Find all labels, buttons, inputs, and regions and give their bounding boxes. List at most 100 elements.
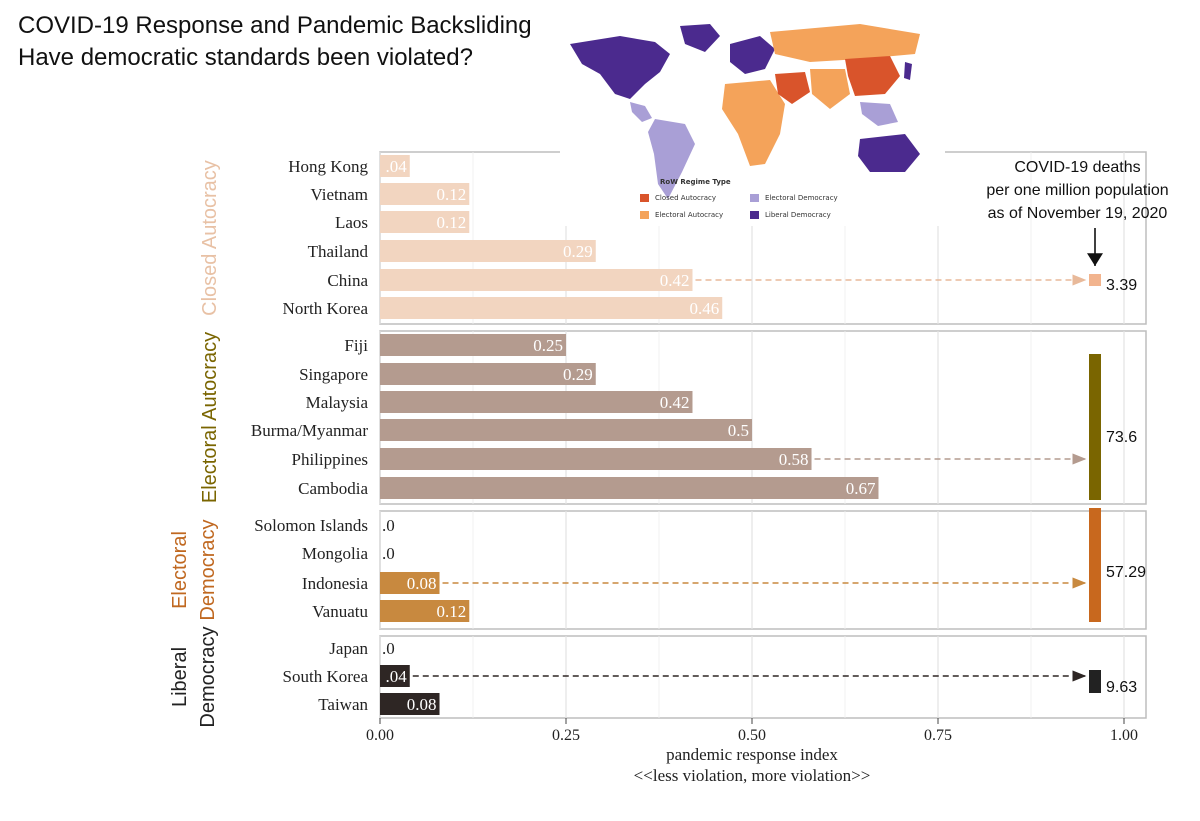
bar-value-label: 0.08 — [407, 695, 437, 714]
bar — [380, 269, 693, 291]
bar — [380, 363, 596, 385]
bar-value-label: 0.08 — [407, 574, 437, 593]
deaths-annotation-line: per one million population — [986, 182, 1169, 199]
liberal-democracy-swatch — [750, 211, 759, 219]
electoral-democracy-swatch — [750, 194, 759, 202]
category-label: Mongolia — [302, 544, 369, 563]
category-label: China — [327, 271, 368, 290]
deaths-value-label: 73.6 — [1106, 429, 1137, 446]
map-japan — [904, 62, 912, 80]
bar-value-label: .0 — [382, 516, 395, 535]
bar — [380, 391, 693, 413]
category-label: Vietnam — [310, 185, 368, 204]
bar — [380, 572, 440, 594]
deaths-value-label: 3.39 — [1106, 277, 1137, 294]
x-tick-label: 0.25 — [552, 727, 580, 744]
category-label: Singapore — [299, 365, 368, 384]
bar — [380, 334, 566, 356]
map-legend-item: Electoral Democracy — [750, 194, 838, 202]
category-label: Hong Kong — [288, 157, 368, 176]
bar-value-label: 0.5 — [728, 421, 749, 440]
category-label: Laos — [335, 213, 368, 232]
bar-value-label: 0.29 — [563, 365, 593, 384]
bar — [380, 240, 596, 262]
deaths-annotation: COVID-19 deaths per one million populati… — [960, 156, 1195, 225]
bar — [380, 297, 723, 319]
electoral-autocracy-swatch — [640, 211, 649, 219]
panel-group-label: Democracy — [197, 626, 219, 727]
panel-frame — [379, 635, 1147, 719]
map-greenland — [680, 24, 720, 52]
category-label: Philippines — [291, 450, 368, 469]
category-label: Indonesia — [302, 574, 369, 593]
deaths-annotation-line: COVID-19 deaths — [1014, 159, 1141, 176]
closed-autocracy-swatch — [640, 194, 649, 202]
bar — [380, 183, 470, 205]
bar — [380, 477, 879, 499]
panel-group-label: Electoral — [169, 531, 191, 609]
bar — [380, 600, 470, 622]
map-central-america — [630, 102, 652, 122]
bar-value-label: 0.58 — [779, 450, 809, 469]
bar-value-label: 0.29 — [563, 242, 593, 261]
bar-value-label: 0.67 — [846, 479, 876, 498]
category-label: Cambodia — [298, 479, 368, 498]
category-label: Vanuatu — [312, 602, 368, 621]
slide-subtitle: Have democratic standards been violated? — [18, 44, 473, 71]
bar — [380, 693, 440, 715]
category-label: North Korea — [283, 299, 369, 318]
map-legend-label: Liberal Democracy — [765, 211, 831, 219]
bar — [380, 211, 470, 233]
deaths-marker — [1089, 354, 1101, 500]
bar-value-label: .04 — [386, 157, 408, 176]
map-north-america — [570, 36, 670, 99]
category-label: Malaysia — [306, 393, 369, 412]
deaths-marker — [1089, 670, 1101, 693]
panel-frame — [379, 330, 1147, 505]
category-label: Thailand — [308, 242, 369, 261]
bar — [380, 419, 752, 441]
map-australia — [858, 134, 920, 172]
bar-value-label: 0.25 — [533, 336, 563, 355]
map-europe — [730, 36, 775, 74]
x-tick-label: 1.00 — [1110, 727, 1138, 744]
deaths-annotation-line: as of November 19, 2020 — [987, 205, 1168, 222]
category-label: Solomon Islands — [254, 516, 368, 535]
world-map-shapes — [570, 24, 920, 199]
map-russia — [770, 24, 920, 62]
map-legend-label: Electoral Autocracy — [655, 211, 724, 219]
category-label: Burma/Myanmar — [251, 421, 368, 440]
bar-value-label: 0.12 — [437, 213, 467, 232]
bar-value-label: 0.42 — [660, 393, 690, 412]
slide-title: COVID-19 Response and Pandemic Backslidi… — [18, 12, 532, 39]
bar-value-label: 0.12 — [437, 185, 467, 204]
deaths-marker — [1089, 508, 1101, 622]
bar-value-label: .0 — [382, 544, 395, 563]
bar-value-label: .04 — [386, 667, 408, 686]
x-axis-label: pandemic response index — [666, 745, 838, 764]
map-legend-item: Liberal Democracy — [750, 211, 831, 219]
map-legend-label: Closed Autocracy — [655, 194, 716, 202]
map-africa — [722, 80, 785, 166]
bar — [380, 155, 410, 177]
map-legend-title: RoW Regime Type — [660, 178, 731, 186]
panel-group-label: Liberal — [169, 647, 191, 707]
x-tick-label: 0.00 — [366, 727, 394, 744]
bar — [380, 448, 812, 470]
category-label: Fiji — [344, 336, 368, 355]
x-tick-label: 0.50 — [738, 727, 766, 744]
category-label: South Korea — [283, 667, 369, 686]
deaths-value-label: 57.29 — [1106, 564, 1146, 581]
x-axis-sublabel: <<less violation, more violation>> — [634, 766, 871, 785]
map-south-america — [648, 119, 695, 199]
map-legend-item: Electoral Autocracy — [640, 211, 723, 219]
map-legend-item: Closed Autocracy — [640, 194, 716, 202]
category-label: Japan — [329, 639, 368, 658]
map-middle-east — [775, 72, 810, 104]
bar-value-label: 0.42 — [660, 271, 690, 290]
bar-value-label: 0.12 — [437, 602, 467, 621]
map-legend-label: Electoral Democracy — [765, 194, 838, 202]
panel-group-label: Electoral Autocracy — [199, 332, 221, 503]
